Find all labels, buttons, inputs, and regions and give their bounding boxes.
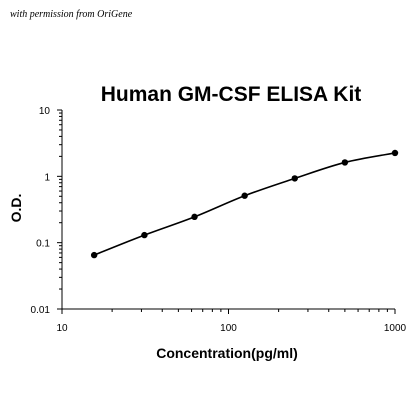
y-tick-label: 10 bbox=[39, 106, 51, 117]
tick-labels: 10 100 1000 0.01 0.1 1 10 bbox=[31, 106, 407, 334]
tick-marks bbox=[57, 109, 396, 314]
x-tick-label: 100 bbox=[220, 323, 237, 334]
chart-title: Human GM-CSF ELISA Kit bbox=[101, 83, 362, 106]
data-point bbox=[341, 159, 349, 166]
fit-curve bbox=[93, 152, 396, 256]
x-axis-label: Concentration(pg/ml) bbox=[156, 345, 298, 361]
y-axis-label: O.D. bbox=[8, 194, 24, 223]
data-point bbox=[391, 149, 399, 157]
data-points bbox=[90, 149, 399, 259]
credit-note: with permission from OriGene bbox=[10, 9, 133, 20]
x-tick-label: 10 bbox=[56, 323, 68, 334]
y-tick-label: 0.01 bbox=[31, 305, 51, 316]
data-point bbox=[241, 192, 248, 199]
data-point bbox=[191, 213, 198, 221]
plot-area bbox=[61, 110, 395, 310]
data-point bbox=[141, 231, 148, 239]
data-point bbox=[291, 175, 298, 182]
y-tick-label: 1 bbox=[44, 172, 50, 183]
data-point bbox=[90, 251, 98, 259]
x-tick-label: 1000 bbox=[384, 323, 407, 334]
y-tick-label: 0.1 bbox=[36, 239, 50, 250]
